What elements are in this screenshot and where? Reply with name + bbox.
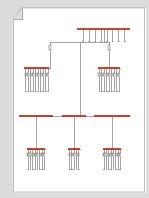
Bar	[117, 153, 118, 156]
Bar	[71, 153, 72, 156]
Bar	[47, 73, 48, 76]
Bar	[98, 73, 100, 76]
Bar	[108, 45, 110, 50]
Bar	[118, 73, 119, 76]
Bar	[119, 153, 120, 156]
Bar	[113, 73, 114, 76]
Bar	[101, 73, 102, 76]
Bar	[103, 73, 104, 76]
Bar	[108, 73, 109, 76]
Bar	[78, 153, 79, 156]
Bar	[76, 153, 77, 156]
Bar	[73, 153, 74, 156]
Bar	[39, 153, 40, 156]
Bar	[30, 153, 31, 156]
Bar	[27, 153, 28, 156]
Bar	[103, 153, 104, 156]
Bar	[108, 153, 109, 156]
Bar	[34, 153, 35, 156]
Polygon shape	[13, 8, 22, 19]
Bar	[69, 153, 70, 156]
Bar	[43, 153, 44, 156]
Bar	[40, 73, 41, 76]
Bar	[45, 73, 46, 76]
Bar	[27, 73, 28, 76]
Bar	[25, 73, 26, 76]
Bar	[115, 153, 116, 156]
Bar	[49, 45, 51, 50]
Bar	[42, 73, 43, 76]
Bar	[110, 153, 111, 156]
Bar	[32, 153, 33, 156]
Bar	[116, 73, 117, 76]
Bar	[37, 73, 38, 76]
Bar	[32, 73, 33, 76]
Bar	[112, 153, 113, 156]
Bar	[106, 73, 107, 76]
Bar	[30, 73, 31, 76]
Bar	[41, 153, 42, 156]
Bar	[105, 153, 107, 156]
Bar	[111, 73, 112, 76]
Bar	[35, 73, 36, 76]
Polygon shape	[13, 8, 145, 192]
Bar	[36, 153, 37, 156]
